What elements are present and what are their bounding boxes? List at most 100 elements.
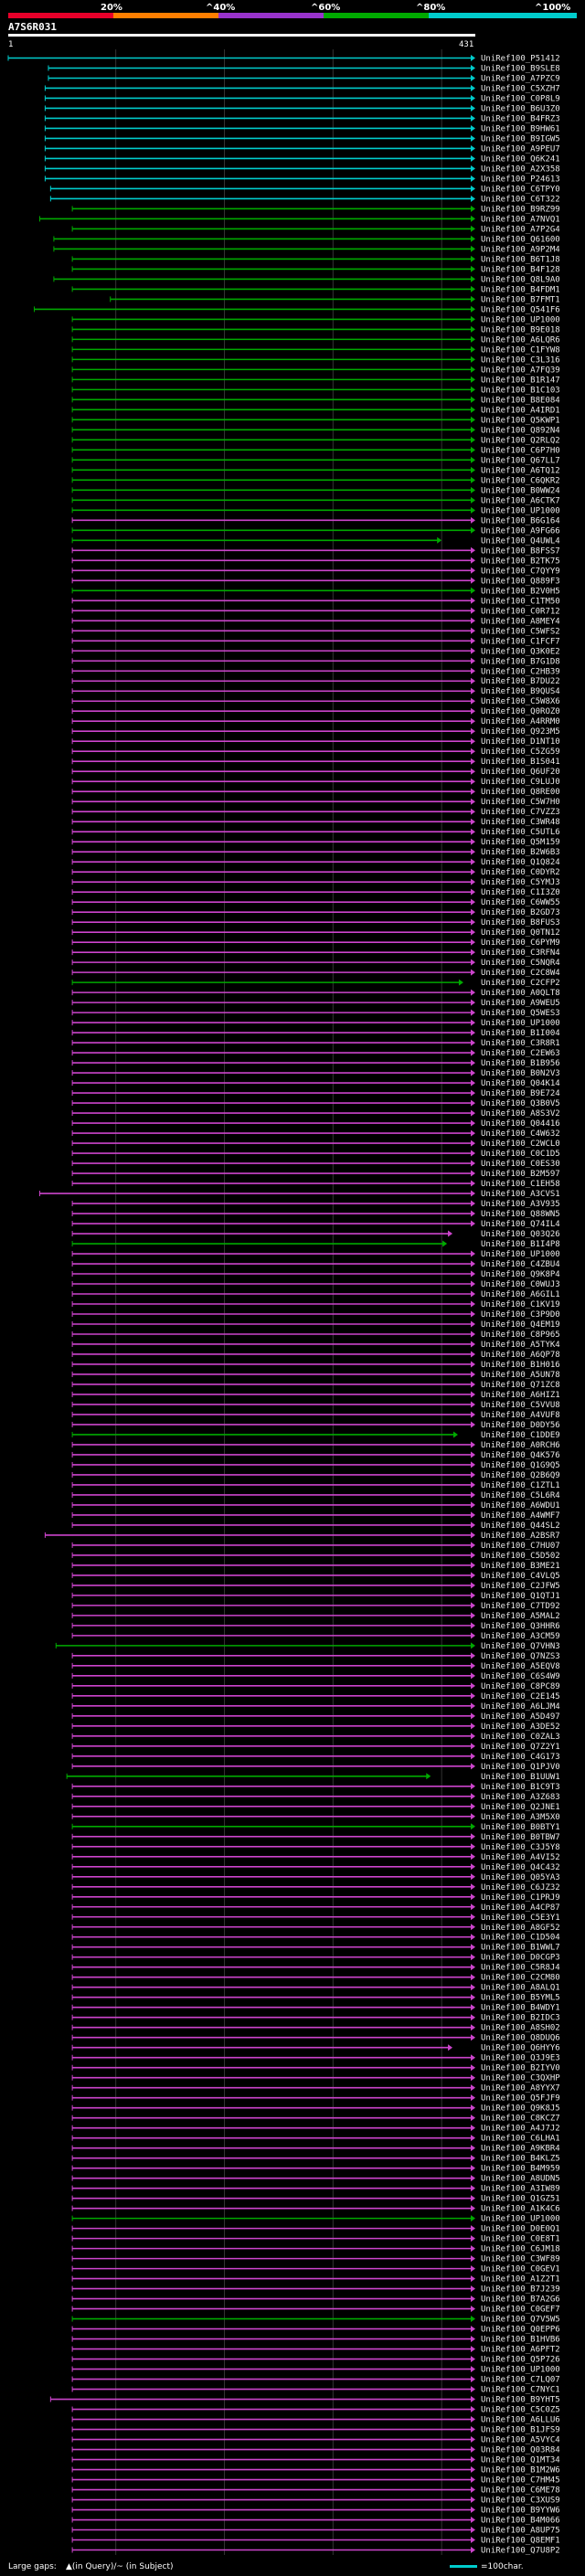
hit-label[interactable]: UniRef100_Q03Q26 bbox=[481, 1230, 560, 1239]
hit-row[interactable]: UniRef100_B9YYW6 bbox=[71, 2507, 560, 2516]
hit-row[interactable]: UniRef100_D1NT10 bbox=[71, 737, 560, 747]
hit-label[interactable]: UniRef100_C3P9D0 bbox=[481, 1310, 560, 1320]
hit-row[interactable]: UniRef100_Q7NZS3 bbox=[71, 1652, 560, 1661]
hit-row[interactable]: UniRef100_A3CM59 bbox=[71, 1632, 560, 1641]
hit-label[interactable]: UniRef100_B4M959 bbox=[481, 2165, 560, 2174]
hit-row[interactable]: UniRef100_Q44SL2 bbox=[71, 1521, 560, 1531]
hit-label[interactable]: UniRef100_C3QXHP bbox=[481, 2074, 560, 2083]
hit-row[interactable]: UniRef100_C0ES30 bbox=[71, 1160, 560, 1169]
hit-label[interactable]: UniRef100_Q5P726 bbox=[481, 2356, 560, 2365]
hit-label[interactable]: UniRef100_Q4UWL4 bbox=[481, 536, 560, 546]
hit-label[interactable]: UniRef100_Q1MT34 bbox=[481, 2456, 560, 2465]
hit-label[interactable]: UniRef100_C5ZG59 bbox=[481, 747, 560, 757]
hit-row[interactable]: UniRef100_C5VVU8 bbox=[71, 1401, 560, 1410]
hit-label[interactable]: UniRef100_C5NQR4 bbox=[481, 959, 560, 968]
hit-label[interactable]: UniRef100_B1I4P8 bbox=[481, 1240, 560, 1249]
hit-label[interactable]: UniRef100_A8UP75 bbox=[481, 2527, 560, 2536]
hit-label[interactable]: UniRef100_C3R8R1 bbox=[481, 1039, 560, 1048]
hit-row[interactable]: UniRef100_B2M597 bbox=[71, 1170, 560, 1179]
hit-label[interactable]: UniRef100_A6HIZ1 bbox=[481, 1391, 560, 1400]
hit-row[interactable]: UniRef100_P24613 bbox=[44, 175, 560, 184]
hit-row[interactable]: UniRef100_Q04416 bbox=[71, 1119, 560, 1129]
hit-row[interactable]: UniRef100_C6S4W9 bbox=[71, 1672, 560, 1681]
hit-row[interactable]: UniRef100_B4F128 bbox=[71, 265, 560, 274]
hit-row[interactable]: UniRef100_C1KV19 bbox=[71, 1300, 560, 1309]
hit-label[interactable]: UniRef100_C0WUJ3 bbox=[481, 1280, 560, 1289]
hit-label[interactable]: UniRef100_C1TM50 bbox=[481, 597, 560, 606]
hit-row[interactable]: UniRef100_B9E724 bbox=[71, 1089, 560, 1098]
hit-row[interactable]: UniRef100_A1Z2T1 bbox=[71, 2275, 560, 2284]
hit-label[interactable]: UniRef100_B4F128 bbox=[481, 265, 560, 274]
hit-row[interactable]: UniRef100_C4W632 bbox=[71, 1129, 560, 1139]
hit-row[interactable]: UniRef100_A9P2M4 bbox=[53, 245, 560, 254]
hit-row[interactable]: UniRef100_C0P8L9 bbox=[44, 94, 560, 103]
hit-label[interactable]: UniRef100_C6WW55 bbox=[481, 898, 560, 907]
hit-row[interactable]: UniRef100_Q67LL7 bbox=[71, 456, 560, 465]
hit-label[interactable]: UniRef100_Q7Z2Y1 bbox=[481, 1743, 560, 1752]
hit-row[interactable]: UniRef100_B2TK75 bbox=[71, 557, 560, 566]
hit-row[interactable]: UniRef100_A6TQ12 bbox=[71, 466, 560, 475]
hit-label[interactable]: UniRef100_Q3HHR6 bbox=[481, 1622, 560, 1631]
hit-label[interactable]: UniRef100_Q6HYY6 bbox=[481, 2044, 560, 2053]
hit-label[interactable]: UniRef100_B8FSS7 bbox=[481, 546, 560, 556]
hit-row[interactable]: UniRef100_A9WEU5 bbox=[71, 999, 560, 1008]
hit-label[interactable]: UniRef100_A3M5X0 bbox=[481, 1813, 560, 1822]
hit-row[interactable]: UniRef100_Q8EMF1 bbox=[71, 2537, 560, 2546]
hit-label[interactable]: UniRef100_C5W8X6 bbox=[481, 697, 560, 706]
hit-label[interactable]: UniRef100_C5UTL6 bbox=[481, 828, 560, 837]
hit-row[interactable]: UniRef100_D0DY56 bbox=[71, 1421, 560, 1430]
hit-row[interactable]: UniRef100_C6LHA1 bbox=[71, 2135, 560, 2144]
hit-row[interactable]: UniRef100_A4RRM0 bbox=[71, 717, 560, 726]
hit-label[interactable]: UniRef100_Q7V5W5 bbox=[481, 2316, 560, 2325]
hit-label[interactable]: UniRef100_C4G173 bbox=[481, 1753, 560, 1762]
hit-row[interactable]: UniRef100_A3M5X0 bbox=[71, 1813, 560, 1822]
hit-row[interactable]: UniRef100_A7P2G4 bbox=[71, 225, 560, 234]
hit-label[interactable]: UniRef100_C1DDE9 bbox=[481, 1431, 560, 1440]
hit-label[interactable]: UniRef100_C5L6R4 bbox=[481, 1491, 560, 1500]
hit-row[interactable]: UniRef100_Q0EPP6 bbox=[71, 2326, 560, 2335]
hit-row[interactable]: UniRef100_C6P7H0 bbox=[71, 446, 560, 455]
hit-row[interactable]: UniRef100_A3CVS1 bbox=[38, 1190, 560, 1199]
hit-row[interactable]: UniRef100_A5VYC4 bbox=[71, 2436, 560, 2445]
hit-label[interactable]: UniRef100_C2CM80 bbox=[481, 1974, 560, 1983]
hit-label[interactable]: UniRef100_A4J7J2 bbox=[481, 2125, 560, 2134]
hit-label[interactable]: UniRef100_B4WDY1 bbox=[481, 2004, 560, 2013]
hit-row[interactable]: UniRef100_A4IRD1 bbox=[71, 406, 560, 415]
hit-row[interactable]: UniRef100_Q7U8P2 bbox=[71, 2547, 560, 2556]
hit-label[interactable]: UniRef100_C6ME78 bbox=[481, 2486, 560, 2496]
hit-label[interactable]: UniRef100_C0E8T1 bbox=[481, 2235, 560, 2244]
hit-label[interactable]: UniRef100_C1I3Z0 bbox=[481, 888, 560, 897]
hit-row[interactable]: UniRef100_A6QP78 bbox=[71, 1351, 560, 1360]
hit-label[interactable]: UniRef100_A9FG66 bbox=[481, 526, 560, 535]
hit-row[interactable]: UniRef100_C2EW63 bbox=[71, 1049, 560, 1058]
hit-label[interactable]: UniRef100_B1B956 bbox=[481, 1059, 560, 1068]
hit-row[interactable]: UniRef100_C1D504 bbox=[71, 1934, 560, 1943]
hit-label[interactable]: UniRef100_C7TD92 bbox=[481, 1602, 560, 1611]
hit-row[interactable]: UniRef100_C2C8W4 bbox=[71, 969, 560, 978]
hit-label[interactable]: UniRef100_Q1GZ51 bbox=[481, 2195, 560, 2204]
hit-label[interactable]: UniRef100_B0WW24 bbox=[481, 486, 560, 495]
hit-label[interactable]: UniRef100_Q03R84 bbox=[481, 2446, 560, 2455]
hit-label[interactable]: UniRef100_A1Z2T1 bbox=[481, 2275, 560, 2284]
hit-label[interactable]: UniRef100_UP1000 bbox=[481, 315, 560, 324]
hit-label[interactable]: UniRef100_B9IGW5 bbox=[481, 134, 560, 143]
hit-label[interactable]: UniRef100_Q4EM19 bbox=[481, 1320, 560, 1330]
hit-row[interactable]: UniRef100_C3QXHP bbox=[71, 2074, 560, 2083]
hit-label[interactable]: UniRef100_B2GD73 bbox=[481, 908, 560, 917]
hit-label[interactable]: UniRef100_B9HW61 bbox=[481, 124, 560, 133]
hit-row[interactable]: UniRef100_C2JFW5 bbox=[71, 1582, 560, 1591]
hit-label[interactable]: UniRef100_A3V935 bbox=[481, 1200, 560, 1209]
hit-label[interactable]: UniRef100_B1I004 bbox=[481, 1029, 560, 1038]
hit-label[interactable]: UniRef100_Q6K241 bbox=[481, 154, 560, 164]
hit-row[interactable]: UniRef100_C6T322 bbox=[49, 195, 560, 204]
hit-row[interactable]: UniRef100_Q7VHN3 bbox=[55, 1642, 560, 1651]
hit-row[interactable]: UniRef100_Q03Q26 bbox=[71, 1230, 560, 1239]
hit-label[interactable]: UniRef100_C6JZ32 bbox=[481, 1883, 560, 1892]
hit-row[interactable]: UniRef100_C6JM18 bbox=[71, 2245, 560, 2254]
hit-label[interactable]: UniRef100_Q61600 bbox=[481, 235, 560, 244]
hit-row[interactable]: UniRef100_Q8DUQ6 bbox=[71, 2034, 560, 2043]
hit-row[interactable]: UniRef100_A8S3V2 bbox=[71, 1109, 560, 1118]
hit-row[interactable]: UniRef100_C1PRJ9 bbox=[71, 1893, 560, 1903]
hit-row[interactable]: UniRef100_A5TYK4 bbox=[71, 1341, 560, 1350]
hit-row[interactable]: UniRef100_B7A2G6 bbox=[71, 2295, 560, 2305]
